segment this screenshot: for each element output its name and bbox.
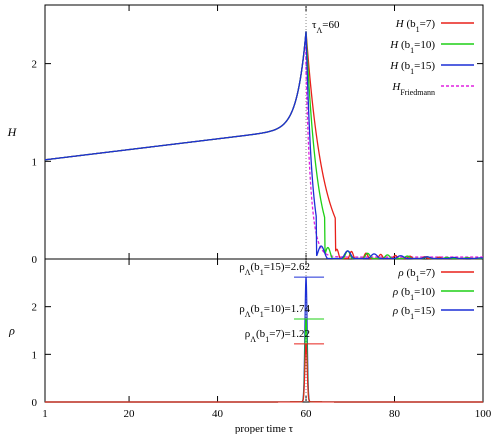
bottom-x-tick-label: 100 [475,408,492,420]
bottom-legend: ρ (b1=7) ρ (b1=10) ρ (b1=15) [392,267,474,321]
tau-lambda-annotation: τΛ=60 [312,19,340,35]
top-legend-label-b10: H (b1=10) [389,39,435,55]
top-y-tick-label: 2 [32,59,38,71]
bottom-x-tick-label: 40 [212,408,224,420]
bottom-x-tick-label: 1 [42,408,48,420]
bottom-legend-label-b15: ρ (b1=15) [392,305,435,321]
top-legend-label-friedmann: HFriedmann [391,81,435,97]
bottom-legend-label-b10: ρ (b1=10) [392,286,435,302]
top-y-axis-label: H [7,125,18,139]
bottom-y-tick-label: 0 [32,397,38,409]
tau-value: =60 [322,19,340,31]
bottom-y-axis-label: ρ [8,324,15,338]
top-ticks: 0 1 2 [32,5,484,266]
top-series-b15 [44,31,484,260]
top-y-tick-label: 1 [32,156,38,168]
top-legend-label-b7: H (b1=7) [395,18,436,34]
top-curves [44,31,484,260]
bottom-series-b7 [45,343,483,403]
rho-lambda-annotations: ρΛ(b1=15)=2.62 ρΛ(b1=10)=1.74 ρΛ(b1=7)=1.2… [239,261,325,345]
rho-lambda-label-b10: ρΛ(b1=10)=1.74 [239,303,310,319]
bottom-x-tick-label: 20 [124,408,136,420]
tau-subscript: Λ [316,26,322,35]
rho-lambda-label-b15: ρΛ(b1=15)=2.62 [239,261,310,277]
tau-symbol: τ [312,19,317,31]
bottom-curves [45,276,483,403]
bottom-x-axis-label: proper time τ [235,423,294,434]
top-legend-label-b15: H (b1=15) [389,60,435,76]
top-legend: H (b1=7) H (b1=10) H (b1=15) HFriedmann [389,18,474,97]
bottom-y-tick-label: 1 [32,349,38,361]
rho-lambda-label-b7: ρΛ(b1=7)=1.22 [245,328,310,344]
top-y-tick-label: 0 [32,254,38,266]
bottom-x-tick-label: 80 [389,408,401,420]
bottom-legend-label-b7: ρ (b1=7) [397,267,435,283]
bottom-y-tick-label: 2 [32,302,38,314]
bottom-x-tick-label: 60 [301,408,313,420]
